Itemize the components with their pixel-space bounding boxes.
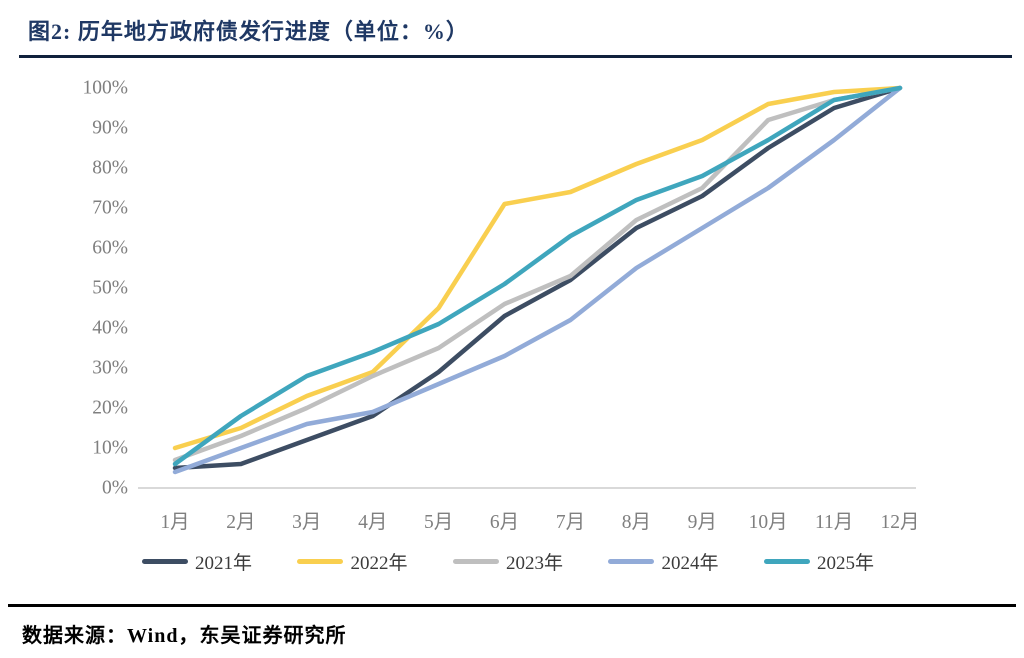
figure-title: 图2: 历年地方政府债发行进度（单位：%） <box>28 19 469 44</box>
footer-divider <box>8 604 1016 607</box>
y-axis-label: 80% <box>92 158 128 179</box>
x-axis-label: 3月 <box>292 512 321 533</box>
y-axis-label: 40% <box>92 318 128 339</box>
legend-swatch-icon <box>297 558 344 564</box>
legend-item-2025年: 2025年 <box>763 548 874 575</box>
y-axis-label: 20% <box>92 398 128 419</box>
legend-label: 2024年 <box>661 552 719 574</box>
series-line-2021年 <box>172 85 903 471</box>
x-axis-label: 6月 <box>490 512 519 533</box>
x-axis-label: 11月 <box>815 512 853 533</box>
legend-item-2023年: 2023年 <box>452 548 563 575</box>
legend-swatch-icon <box>608 558 655 564</box>
legend-label: 2023年 <box>505 552 563 574</box>
line-chart: 0% 10% 20% 30% 40% 50% 60% 70% 80% 90% 100% 1月 2月 3月 4… <box>83 78 920 534</box>
legend-swatch-icon <box>763 558 810 564</box>
x-axis-label: 4月 <box>358 512 387 533</box>
x-axis-label: 7月 <box>556 512 585 533</box>
title-divider <box>19 55 1012 58</box>
series-line-2024年 <box>172 85 903 475</box>
y-axis-label: 0% <box>102 478 128 499</box>
legend-item-2022年: 2022年 <box>297 548 408 575</box>
x-axis-label: 12月 <box>880 512 919 533</box>
data-source: 数据来源：Wind，东吴证券研究所 <box>22 625 347 647</box>
figure-title-row: 图2: 历年地方政府债发行进度（单位：%） <box>0 0 1024 46</box>
legend-item-2024年: 2024年 <box>608 548 718 575</box>
y-axis-label: 100% <box>83 78 129 99</box>
y-axis-label: 50% <box>92 278 128 299</box>
x-axis-label: 9月 <box>688 512 717 533</box>
legend-label: 2021年 <box>195 552 253 574</box>
series-line-2023年 <box>172 85 903 463</box>
x-axis-label: 2月 <box>226 512 255 533</box>
x-axis-label: 5月 <box>424 512 453 533</box>
series-line-2025年 <box>172 85 903 467</box>
legend-label: 2025年 <box>816 552 874 574</box>
legend-swatch-icon <box>452 558 499 564</box>
legend-swatch-icon <box>142 558 188 564</box>
y-axis-label: 10% <box>92 438 128 459</box>
y-axis-label: 70% <box>92 198 128 219</box>
y-axis-label: 60% <box>92 238 128 259</box>
chart-legend: 2021年 2022年 2023年 2024年 2025年 <box>142 545 874 577</box>
y-axis-label: 90% <box>92 118 128 139</box>
y-axis-label: 30% <box>92 358 128 379</box>
x-axis-label: 10月 <box>749 512 788 533</box>
x-axis-label: 1月 <box>160 512 189 533</box>
series-line-2022年 <box>172 85 903 451</box>
x-axis-label: 8月 <box>622 512 651 533</box>
legend-label: 2022年 <box>350 552 408 574</box>
legend-item-2021年: 2021年 <box>142 548 252 575</box>
